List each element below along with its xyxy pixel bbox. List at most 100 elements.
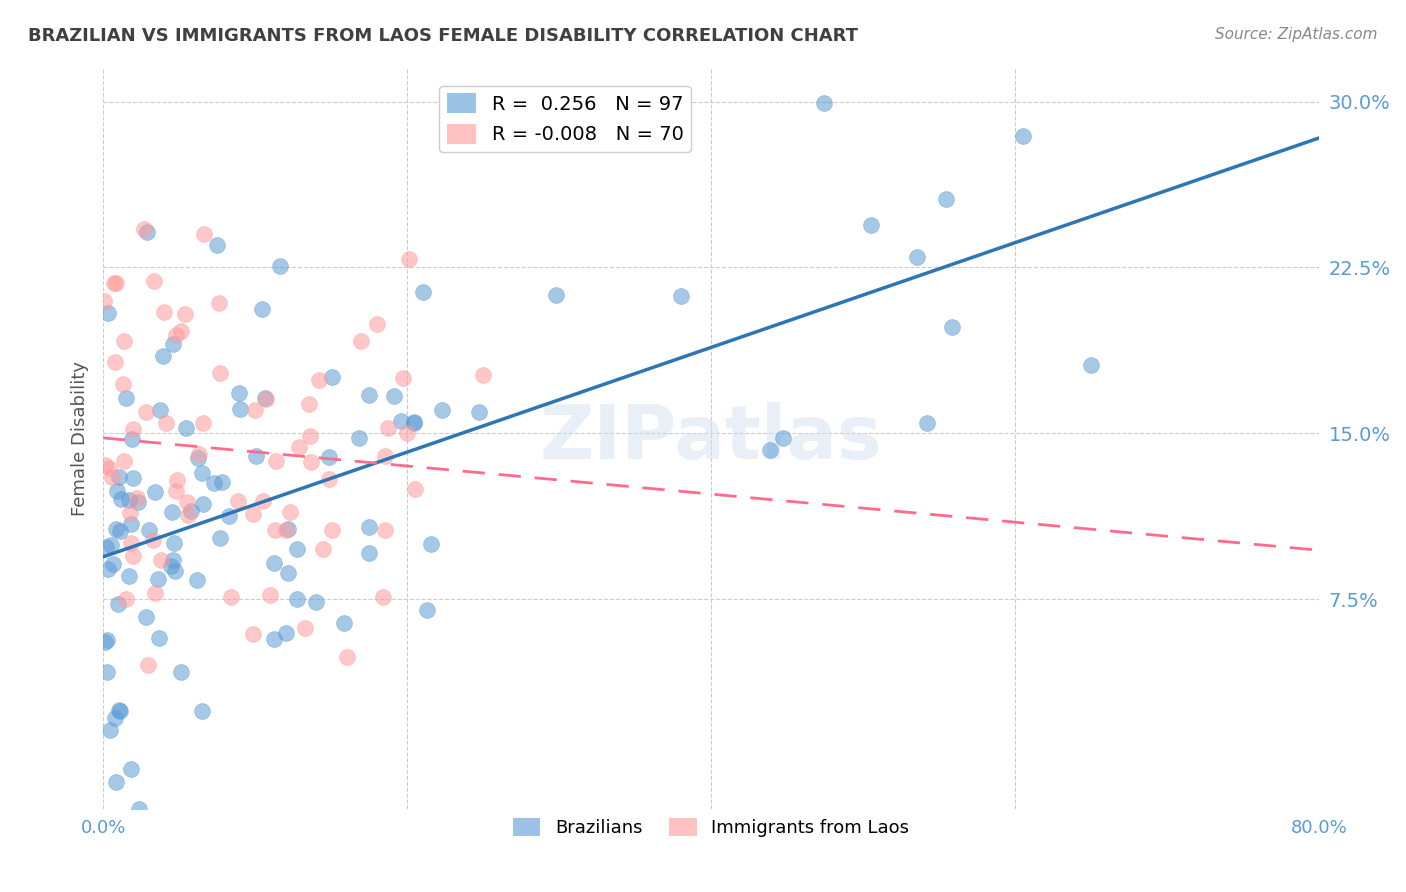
Point [165,328,187,343]
Point [128,802,150,816]
Point [162,336,184,351]
Point [187,451,209,466]
Point [915,416,938,430]
Point [146,572,169,586]
Point [190,466,212,480]
Point [859,218,882,232]
Point [772,431,794,445]
Point [202,476,225,491]
Point [312,542,335,557]
Point [252,494,274,508]
Point [127,491,149,506]
Point [357,546,380,560]
Point [127,495,149,509]
Point [193,417,215,431]
Point [402,416,425,430]
Point [208,366,231,380]
Point [208,532,231,546]
Point [145,586,167,600]
Point [121,433,143,447]
Point [103,276,125,290]
Point [105,483,128,498]
Point [121,422,143,436]
Point [299,455,322,469]
Point [107,703,129,717]
Point [143,274,166,288]
Point [349,334,371,348]
Point [112,377,135,392]
Point [941,319,963,334]
Point [100,538,122,552]
Point [253,391,276,405]
Point [122,470,145,484]
Point [264,453,287,467]
Point [105,522,128,536]
Point [416,603,439,617]
Point [208,296,231,310]
Point [256,392,278,407]
Point [120,516,142,531]
Point [277,522,299,536]
Point [321,523,343,537]
Point [321,370,343,384]
Point [110,491,132,506]
Point [243,402,266,417]
Point [374,523,396,537]
Point [135,405,157,419]
Point [174,307,197,321]
Point [96,665,118,679]
Text: ZIPatlas: ZIPatlas [540,402,883,475]
Point [112,454,135,468]
Point [274,524,297,538]
Point [318,472,340,486]
Point [374,449,396,463]
Point [935,192,957,206]
Point [188,447,211,461]
Point [402,415,425,429]
Point [112,334,135,348]
Point [150,552,173,566]
Point [170,325,193,339]
Point [98,723,121,738]
Point [669,289,692,303]
Point [115,391,138,405]
Point [404,482,426,496]
Point [165,483,187,498]
Point [186,573,208,587]
Point [1011,128,1033,143]
Point [274,626,297,640]
Point [349,431,371,445]
Point [396,425,419,440]
Point [357,388,380,402]
Point [373,591,395,605]
Point [242,626,264,640]
Point [278,505,301,519]
Point [98,461,121,475]
Point [138,523,160,537]
Point [118,493,141,508]
Point [143,485,166,500]
Point [430,402,453,417]
Point [263,632,285,646]
Point [107,597,129,611]
Point [96,633,118,648]
Point [152,349,174,363]
Point [93,294,115,309]
Point [103,711,125,725]
Point [97,306,120,320]
Point [135,609,157,624]
Point [211,475,233,489]
Point [152,304,174,318]
Point [263,523,285,537]
Point [101,470,124,484]
Point [389,414,412,428]
Point [142,533,165,547]
Point [472,368,495,382]
Point [298,396,321,410]
Point [205,237,228,252]
Point [377,421,399,435]
Point [155,416,177,430]
Point [336,650,359,665]
Point [174,421,197,435]
Point [108,524,131,538]
